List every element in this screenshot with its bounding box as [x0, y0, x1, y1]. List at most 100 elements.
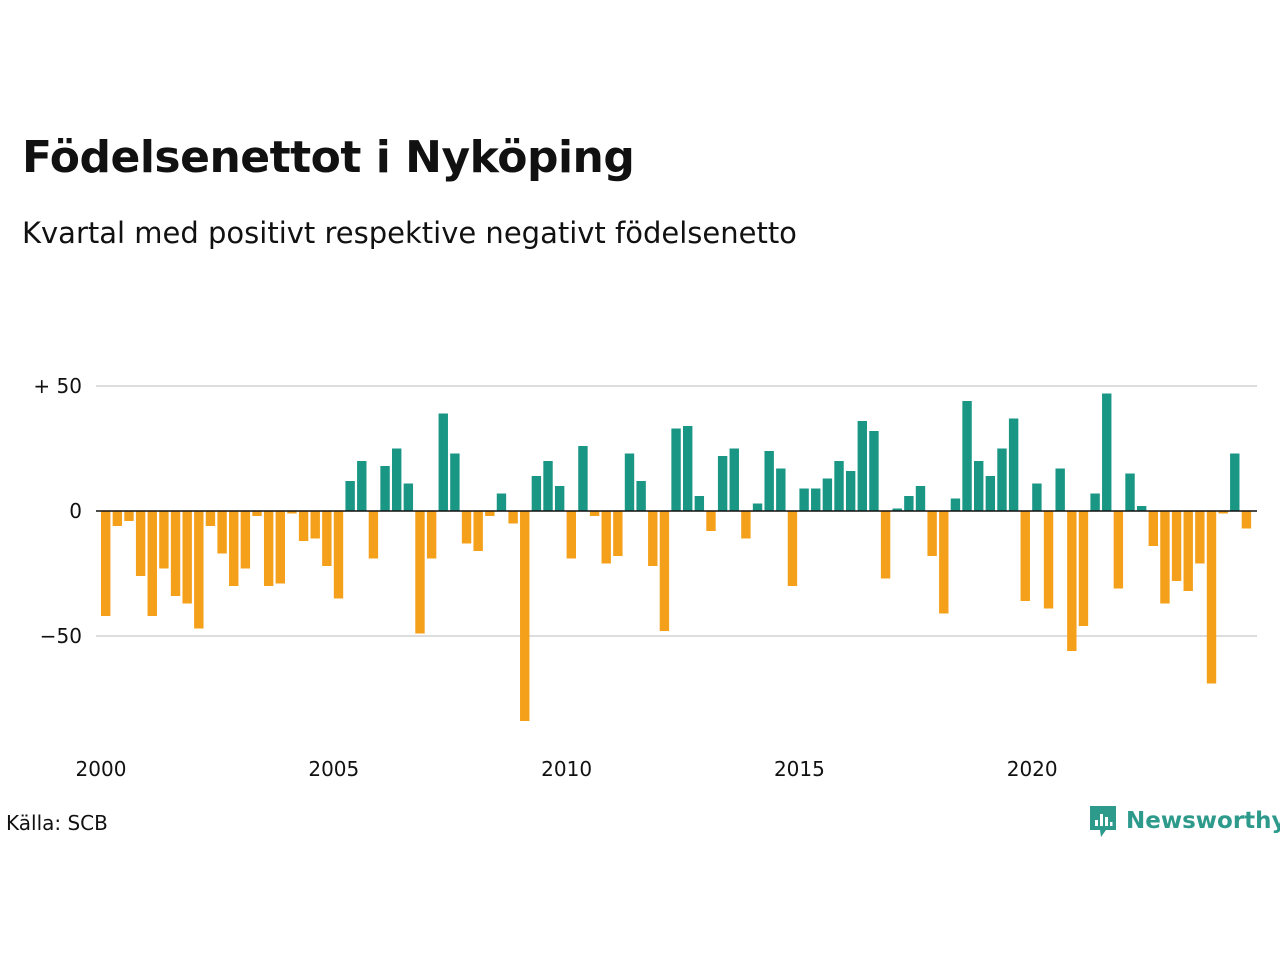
grid-lines	[96, 385, 1257, 637]
bar	[787, 511, 798, 586]
bar	[147, 511, 157, 616]
bar	[915, 486, 926, 511]
bar	[811, 488, 821, 511]
x-tick-label: 2015	[774, 757, 825, 781]
bar	[648, 511, 658, 566]
bar	[589, 511, 600, 516]
bar	[741, 511, 751, 539]
bar	[1102, 393, 1112, 511]
bar	[496, 493, 507, 511]
bar	[578, 446, 588, 511]
bar	[904, 496, 914, 511]
bar	[159, 511, 169, 569]
y-tick-label: −50	[40, 624, 82, 648]
y-tick-label: 0	[69, 499, 82, 523]
bar	[1090, 493, 1100, 511]
bar	[531, 476, 542, 511]
bar	[799, 488, 809, 511]
bar	[694, 496, 705, 511]
bar	[1113, 511, 1124, 589]
bar	[1183, 511, 1193, 591]
brand-name: Newsworthy	[1126, 808, 1280, 834]
bars	[101, 393, 1252, 721]
bar	[1195, 511, 1205, 564]
source-note: Källa: SCB	[6, 811, 108, 835]
bar	[1171, 511, 1182, 581]
y-tick-label: + 50	[33, 374, 82, 398]
bar	[473, 511, 483, 551]
bar	[1230, 453, 1240, 511]
chart-title: Födelsenettot i Nyköping	[22, 132, 635, 183]
bar	[345, 481, 355, 511]
bar	[403, 483, 414, 511]
bar	[834, 461, 844, 511]
bar	[392, 448, 402, 511]
bar	[543, 461, 553, 511]
bar	[240, 511, 251, 569]
newsworthy-logo-icon	[1090, 806, 1116, 837]
bar	[1125, 473, 1135, 511]
bar	[636, 481, 646, 511]
bar	[566, 511, 576, 559]
bar	[729, 448, 739, 511]
bar	[170, 511, 181, 596]
bar	[426, 511, 437, 559]
bar	[310, 511, 320, 539]
bar	[857, 421, 867, 511]
bar	[333, 511, 344, 599]
bar	[962, 401, 972, 511]
bar	[520, 511, 530, 721]
bar	[764, 451, 774, 511]
bar	[1020, 511, 1030, 601]
x-tick-label: 2005	[308, 757, 359, 781]
brand-logo: Newsworthy	[1088, 804, 1280, 838]
bar	[322, 511, 332, 566]
bar	[717, 456, 728, 511]
bar	[974, 461, 984, 511]
bar	[706, 511, 716, 531]
bar	[450, 453, 460, 511]
bar	[1008, 418, 1019, 511]
bar	[357, 461, 367, 511]
bar	[985, 476, 996, 511]
bar	[601, 511, 611, 564]
bar	[892, 508, 902, 511]
bar	[776, 468, 786, 511]
bar	[101, 511, 111, 616]
bar	[1078, 511, 1089, 626]
bar	[508, 511, 518, 524]
bar	[368, 511, 379, 559]
bar	[287, 511, 297, 514]
bar	[275, 511, 285, 584]
bar	[1218, 511, 1228, 514]
bar	[554, 486, 565, 511]
x-tick-label: 2010	[541, 757, 592, 781]
bar	[112, 511, 123, 526]
bar	[997, 448, 1007, 511]
bar	[939, 511, 949, 614]
bar	[135, 511, 146, 576]
bar	[252, 511, 262, 516]
bar	[182, 511, 192, 604]
bar	[1043, 511, 1054, 609]
axes: + 50 0 −50 2000 2005 2010 2015 2020	[33, 374, 1257, 781]
bar	[1160, 511, 1170, 604]
bar	[298, 511, 309, 541]
bar	[671, 428, 681, 511]
bar	[380, 466, 390, 511]
bar	[822, 478, 833, 511]
bar	[1241, 511, 1252, 529]
bar	[1055, 468, 1065, 511]
bar	[880, 511, 891, 579]
x-tick-label: 2020	[1007, 757, 1058, 781]
bar	[263, 511, 274, 586]
bar	[1206, 511, 1217, 684]
bar	[124, 511, 134, 521]
bar	[1067, 511, 1077, 651]
x-tick-label: 2000	[76, 757, 127, 781]
bar	[659, 511, 670, 631]
bar	[752, 503, 763, 511]
bar	[229, 511, 239, 586]
bar	[1032, 483, 1042, 511]
